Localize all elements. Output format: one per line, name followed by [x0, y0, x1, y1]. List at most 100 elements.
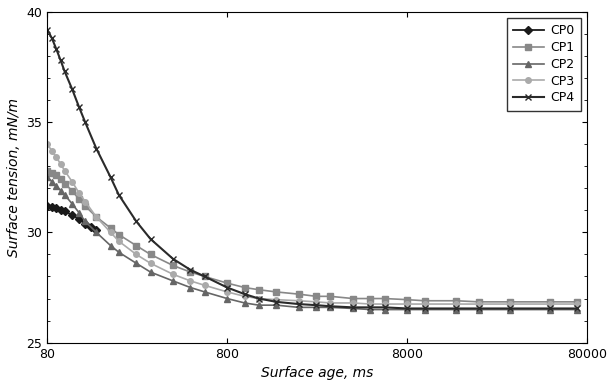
CP1 — [507, 300, 514, 304]
CP2 — [82, 219, 89, 224]
CP3 — [349, 301, 357, 305]
CP0 — [49, 205, 56, 209]
CP1 — [76, 197, 83, 202]
CP2 — [49, 180, 56, 184]
CP3 — [295, 298, 303, 303]
CP2 — [453, 307, 460, 312]
CP0 — [93, 228, 100, 233]
CP3 — [381, 302, 388, 307]
CP4 — [147, 237, 154, 241]
CP1 — [61, 182, 68, 186]
CP4 — [68, 87, 76, 91]
CP4 — [53, 47, 60, 52]
CP4 — [403, 306, 411, 311]
CP3 — [82, 199, 89, 204]
CP1 — [367, 296, 374, 301]
CP2 — [475, 307, 483, 312]
CP3 — [507, 302, 514, 307]
CP4 — [453, 306, 460, 311]
CP1 — [49, 171, 56, 175]
CP3 — [241, 294, 248, 299]
CP3 — [546, 302, 554, 307]
CP3 — [573, 302, 580, 307]
CP2 — [507, 307, 514, 312]
CP3 — [115, 239, 123, 243]
CP4 — [187, 267, 194, 272]
CP2 — [403, 307, 411, 312]
CP2 — [53, 184, 60, 188]
CP3 — [107, 230, 114, 235]
CP1 — [349, 296, 357, 301]
CP3 — [327, 301, 334, 305]
CP2 — [367, 307, 374, 312]
CP4 — [255, 296, 263, 301]
CP3 — [403, 302, 411, 307]
CP0 — [76, 217, 83, 221]
CP3 — [453, 302, 460, 307]
CP2 — [57, 188, 64, 193]
CP2 — [169, 279, 177, 283]
CP3 — [313, 300, 320, 304]
CP3 — [421, 302, 428, 307]
CP1 — [223, 281, 231, 286]
Line: CP4: CP4 — [44, 26, 580, 312]
CP4 — [381, 305, 388, 310]
CP2 — [223, 296, 231, 301]
CP2 — [61, 193, 68, 197]
CP4 — [115, 193, 123, 197]
CP1 — [475, 300, 483, 304]
CP1 — [82, 204, 89, 208]
CP3 — [147, 261, 154, 265]
CP3 — [61, 168, 68, 173]
CP1 — [403, 297, 411, 302]
CP1 — [327, 294, 334, 299]
CP0 — [61, 209, 68, 214]
CP2 — [273, 303, 280, 308]
CP0 — [53, 206, 60, 211]
CP4 — [367, 305, 374, 310]
Line: CP0: CP0 — [44, 203, 99, 233]
CP4 — [201, 274, 208, 279]
CP4 — [44, 27, 51, 32]
CP0 — [82, 221, 89, 226]
X-axis label: Surface age, ms: Surface age, ms — [261, 366, 373, 380]
CP1 — [68, 188, 76, 193]
CP1 — [381, 296, 388, 301]
CP2 — [421, 307, 428, 312]
CP2 — [133, 261, 140, 265]
CP4 — [49, 36, 56, 41]
CP4 — [546, 306, 554, 311]
CP1 — [44, 168, 51, 173]
CP4 — [273, 300, 280, 304]
CP3 — [273, 297, 280, 302]
CP4 — [223, 285, 231, 290]
CP2 — [295, 305, 303, 310]
CP4 — [133, 219, 140, 224]
CP4 — [241, 292, 248, 296]
CP2 — [381, 307, 388, 312]
CP2 — [107, 243, 114, 248]
CP4 — [349, 305, 357, 310]
CP4 — [573, 306, 580, 311]
CP2 — [546, 307, 554, 312]
CP2 — [187, 285, 194, 290]
Y-axis label: Surface tension, mN/m: Surface tension, mN/m — [7, 98, 21, 257]
CP0 — [57, 208, 64, 213]
CP1 — [57, 177, 64, 182]
CP4 — [93, 146, 100, 151]
Line: CP1: CP1 — [44, 168, 580, 305]
Legend: CP0, CP1, CP2, CP3, CP4: CP0, CP1, CP2, CP3, CP4 — [507, 18, 581, 111]
CP2 — [241, 301, 248, 305]
CP1 — [107, 226, 114, 230]
CP1 — [421, 298, 428, 303]
CP1 — [453, 298, 460, 303]
CP3 — [44, 142, 51, 147]
CP1 — [133, 243, 140, 248]
CP3 — [133, 252, 140, 257]
CP3 — [53, 155, 60, 160]
CP0 — [44, 204, 51, 208]
CP3 — [93, 215, 100, 219]
CP1 — [169, 263, 177, 268]
CP3 — [201, 283, 208, 288]
CP4 — [475, 306, 483, 311]
